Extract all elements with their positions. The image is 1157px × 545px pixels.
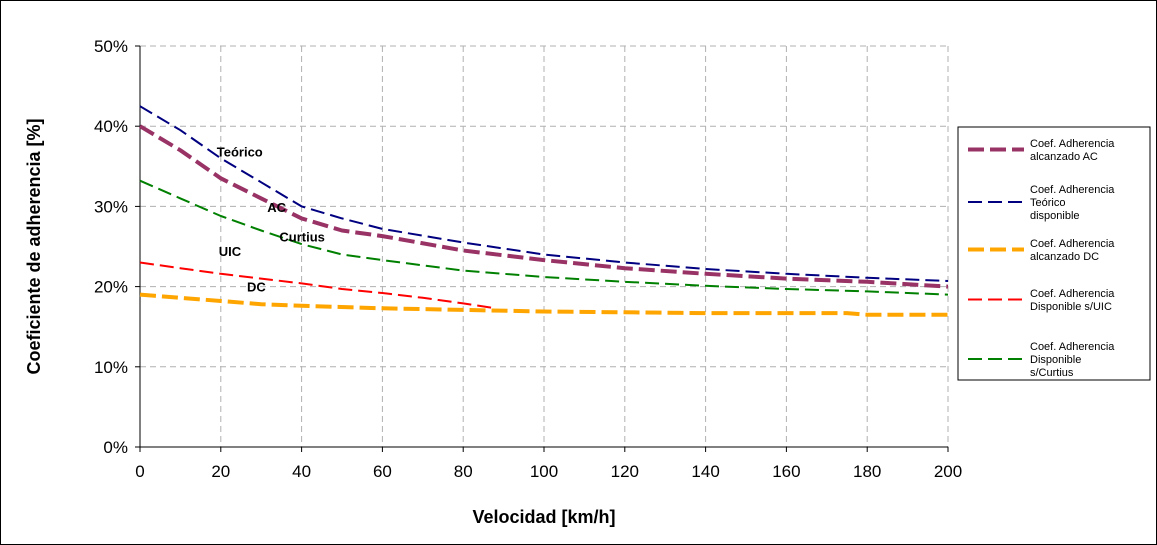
legend-label: Coef. Adherencia Disponible s/Curtius [1030,341,1115,379]
axes [135,45,949,452]
x-tick-label: 180 [853,462,881,481]
series-line-5 [139,179,949,296]
gridlines [140,45,949,447]
y-tick-label: 50% [94,37,128,56]
series-lines [138,105,949,317]
x-tick-label: 140 [691,462,719,481]
legend-box [957,126,1151,381]
y-tick-label: 0% [103,438,128,457]
y-tick-label: 20% [94,278,128,297]
annotation-label: AC [267,200,286,215]
series-line-4 [139,261,496,310]
y-tick-label: 40% [94,117,128,136]
legend: Coef. Adherencia alcanzado AC Coef. Adhere… [957,126,1151,381]
x-tick-label: 100 [530,462,558,481]
y-tick-label: 10% [94,358,128,377]
x-tick-label: 0 [135,462,144,481]
legend-label: Coef. Adherencia alcanzado AC [1030,138,1115,163]
series-line-2 [139,105,949,282]
legend-label: Coef. Adherencia alcanzado DC [1030,238,1115,263]
y-axis-title: Coeficiente de adherencia [%] [24,118,44,374]
y-tick-labels: 0% 10% 20% 30% 40% 50% [94,37,128,457]
series-line-3 [139,292,948,317]
x-tick-labels: 0 20 40 60 80 100 120 140 160 180 200 [135,462,962,481]
x-tick-label: 40 [292,462,311,481]
x-tick-label: 120 [611,462,639,481]
series-line-1 [138,124,949,289]
x-tick-label: 160 [772,462,800,481]
x-axis-title: Velocidad [km/h] [472,507,615,527]
x-tick-label: 200 [934,462,962,481]
annotations: Teórico AC Curtius UIC DC [217,145,325,295]
y-tick-label: 30% [94,197,128,216]
annotation-label: Curtius [279,230,325,245]
legend-label: Coef. Adherencia Disponible s/UIC [1030,288,1115,313]
annotation-label: DC [247,279,266,294]
x-tick-label: 80 [454,462,473,481]
x-tick-label: 60 [373,462,392,481]
annotation-label: UIC [219,244,242,259]
annotation-label: Teórico [217,145,263,160]
x-tick-label: 20 [211,462,230,481]
legend-label: Coef. Adherencia Teórico disponible [1030,184,1115,222]
